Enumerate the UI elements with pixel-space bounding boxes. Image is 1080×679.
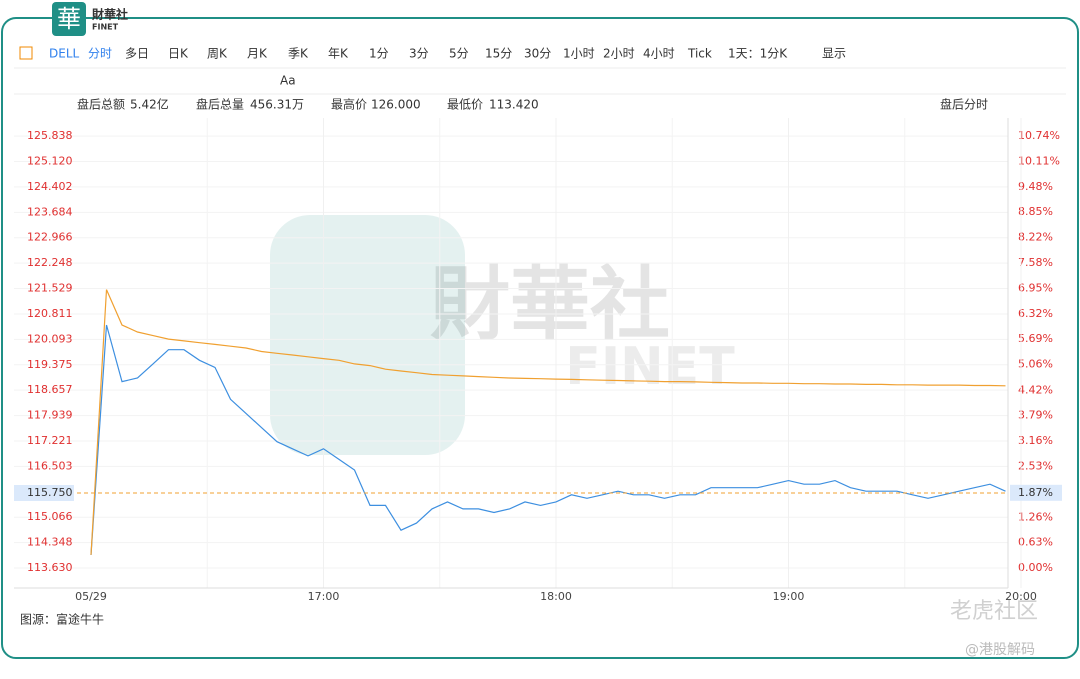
y2-tick-label: 5.06% <box>1018 358 1053 371</box>
logo-name: 財華社 <box>91 7 128 22</box>
stat-label: 盘后总量 <box>196 97 244 112</box>
symbol[interactable]: DELL <box>49 47 80 61</box>
y-tick-label: 113.630 <box>27 561 73 574</box>
stat-label: 最高价 <box>331 97 367 112</box>
y-tick-label: 117.939 <box>27 409 73 422</box>
tab[interactable]: 1分 <box>369 47 389 61</box>
y-tick-label: 120.811 <box>27 307 73 320</box>
icon <box>19 46 33 60</box>
tab[interactable]: 分时 <box>88 47 112 61</box>
last-pct-box <box>1010 484 1062 501</box>
x-tick-label: 18:00 <box>540 590 572 603</box>
y-tick-label: 124.402 <box>27 180 73 193</box>
y2-tick-label: 8.85% <box>1018 205 1053 218</box>
last-pct-label: 1.87% <box>1018 486 1053 499</box>
source: 图源：富途牛牛 <box>20 612 104 627</box>
y2-tick-label: 5.69% <box>1018 332 1053 345</box>
x-tick-label: 05/29 <box>75 590 107 603</box>
font-tool[interactable]: Aa <box>280 74 296 88</box>
period[interactable]: 1天：1分K <box>728 47 788 61</box>
watermark-logo <box>270 215 465 455</box>
tab[interactable]: 周K <box>207 47 228 61</box>
watermark: 財華社 <box>430 258 670 351</box>
toolbar: DELL 1天：1分K 显示 Aa <box>14 46 1066 95</box>
y-tick-label: 118.657 <box>27 383 73 396</box>
price-line <box>90 324 1006 555</box>
y2-tick-label: 8.22% <box>1018 230 1053 243</box>
x-tick-label: 19:00 <box>773 590 805 603</box>
y-tick-label: 125.120 <box>27 155 73 168</box>
tab[interactable]: 15分 <box>485 47 512 61</box>
stat-value: 113.420 <box>489 98 539 112</box>
y-tick-label: 116.503 <box>27 459 73 472</box>
last-price-box <box>14 485 74 502</box>
tab[interactable]: 多日 <box>125 47 149 61</box>
tab[interactable]: 30分 <box>524 47 551 61</box>
tab[interactable]: 3分 <box>409 47 429 61</box>
tab[interactable]: 2小时 <box>603 47 635 61</box>
y-tick-label: 117.221 <box>27 434 73 447</box>
watermark-tiger: 老虎社区 <box>950 599 1038 624</box>
y2-tick-label: 0.63% <box>1018 536 1053 549</box>
stat-label: 最低价 <box>447 98 483 112</box>
tab[interactable]: 5分 <box>449 47 469 61</box>
y2-tick-label: 4.42% <box>1018 383 1053 396</box>
tab[interactable]: 日K <box>168 47 189 61</box>
y2-tick-label: 10.11% <box>1018 154 1060 167</box>
y-tick-label: 119.375 <box>27 358 73 371</box>
price-line <box>90 289 1006 555</box>
stat-value: 5.42亿 <box>130 97 169 112</box>
y-tick-label: 121.529 <box>27 282 73 295</box>
tab[interactable]: 1小时 <box>563 47 595 61</box>
watermark: FINET <box>565 337 735 397</box>
y2-tick-label: 1.26% <box>1018 510 1053 523</box>
stat-value: 126.000 <box>371 98 421 112</box>
y-tick-label: 122.966 <box>27 231 73 244</box>
tab[interactable]: 年K <box>328 47 349 61</box>
y-tick-label: 114.348 <box>27 536 73 549</box>
tab[interactable]: 季K <box>288 47 309 61</box>
logo-box <box>52 2 86 36</box>
y2-tick-label: 3.16% <box>1018 434 1053 447</box>
x-tick-label: 20:00 <box>1005 590 1037 603</box>
tab[interactable]: Tick <box>687 47 712 61</box>
mode[interactable]: 盘后分时 <box>940 97 988 112</box>
y-tick-label: 122.248 <box>27 256 73 269</box>
y2-tick-label: 9.48% <box>1018 180 1053 193</box>
y2-tick-label: 6.32% <box>1018 307 1053 320</box>
watermark-handle: @港股解码 <box>965 642 1035 658</box>
tab[interactable]: 月K <box>247 47 268 61</box>
y-tick-label: 120.093 <box>27 332 73 345</box>
y-tick-label: 115.066 <box>27 510 73 523</box>
stat-label: 盘后总额 <box>77 97 125 112</box>
y2-tick-label: 6.95% <box>1018 282 1053 295</box>
y2-tick-label: 0.00% <box>1018 561 1053 574</box>
y2-tick-label: 7.58% <box>1018 256 1053 269</box>
stat-value: 456.31万 <box>250 98 304 112</box>
x-tick-label: 17:00 <box>308 590 340 603</box>
y2-tick-label: 2.53% <box>1018 459 1053 472</box>
logo-char: 華 <box>57 5 81 33</box>
last-price-label: 115.750 <box>27 486 73 499</box>
logo-sub: FINET <box>92 23 119 32</box>
display[interactable]: 显示 <box>822 47 846 61</box>
y-tick-label: 125.838 <box>27 129 73 142</box>
y2-tick-label: 10.74% <box>1018 129 1060 142</box>
tab[interactable]: 4小时 <box>643 47 675 61</box>
y2-tick-label: 3.79% <box>1018 409 1053 422</box>
y-tick-label: 123.684 <box>27 205 73 218</box>
